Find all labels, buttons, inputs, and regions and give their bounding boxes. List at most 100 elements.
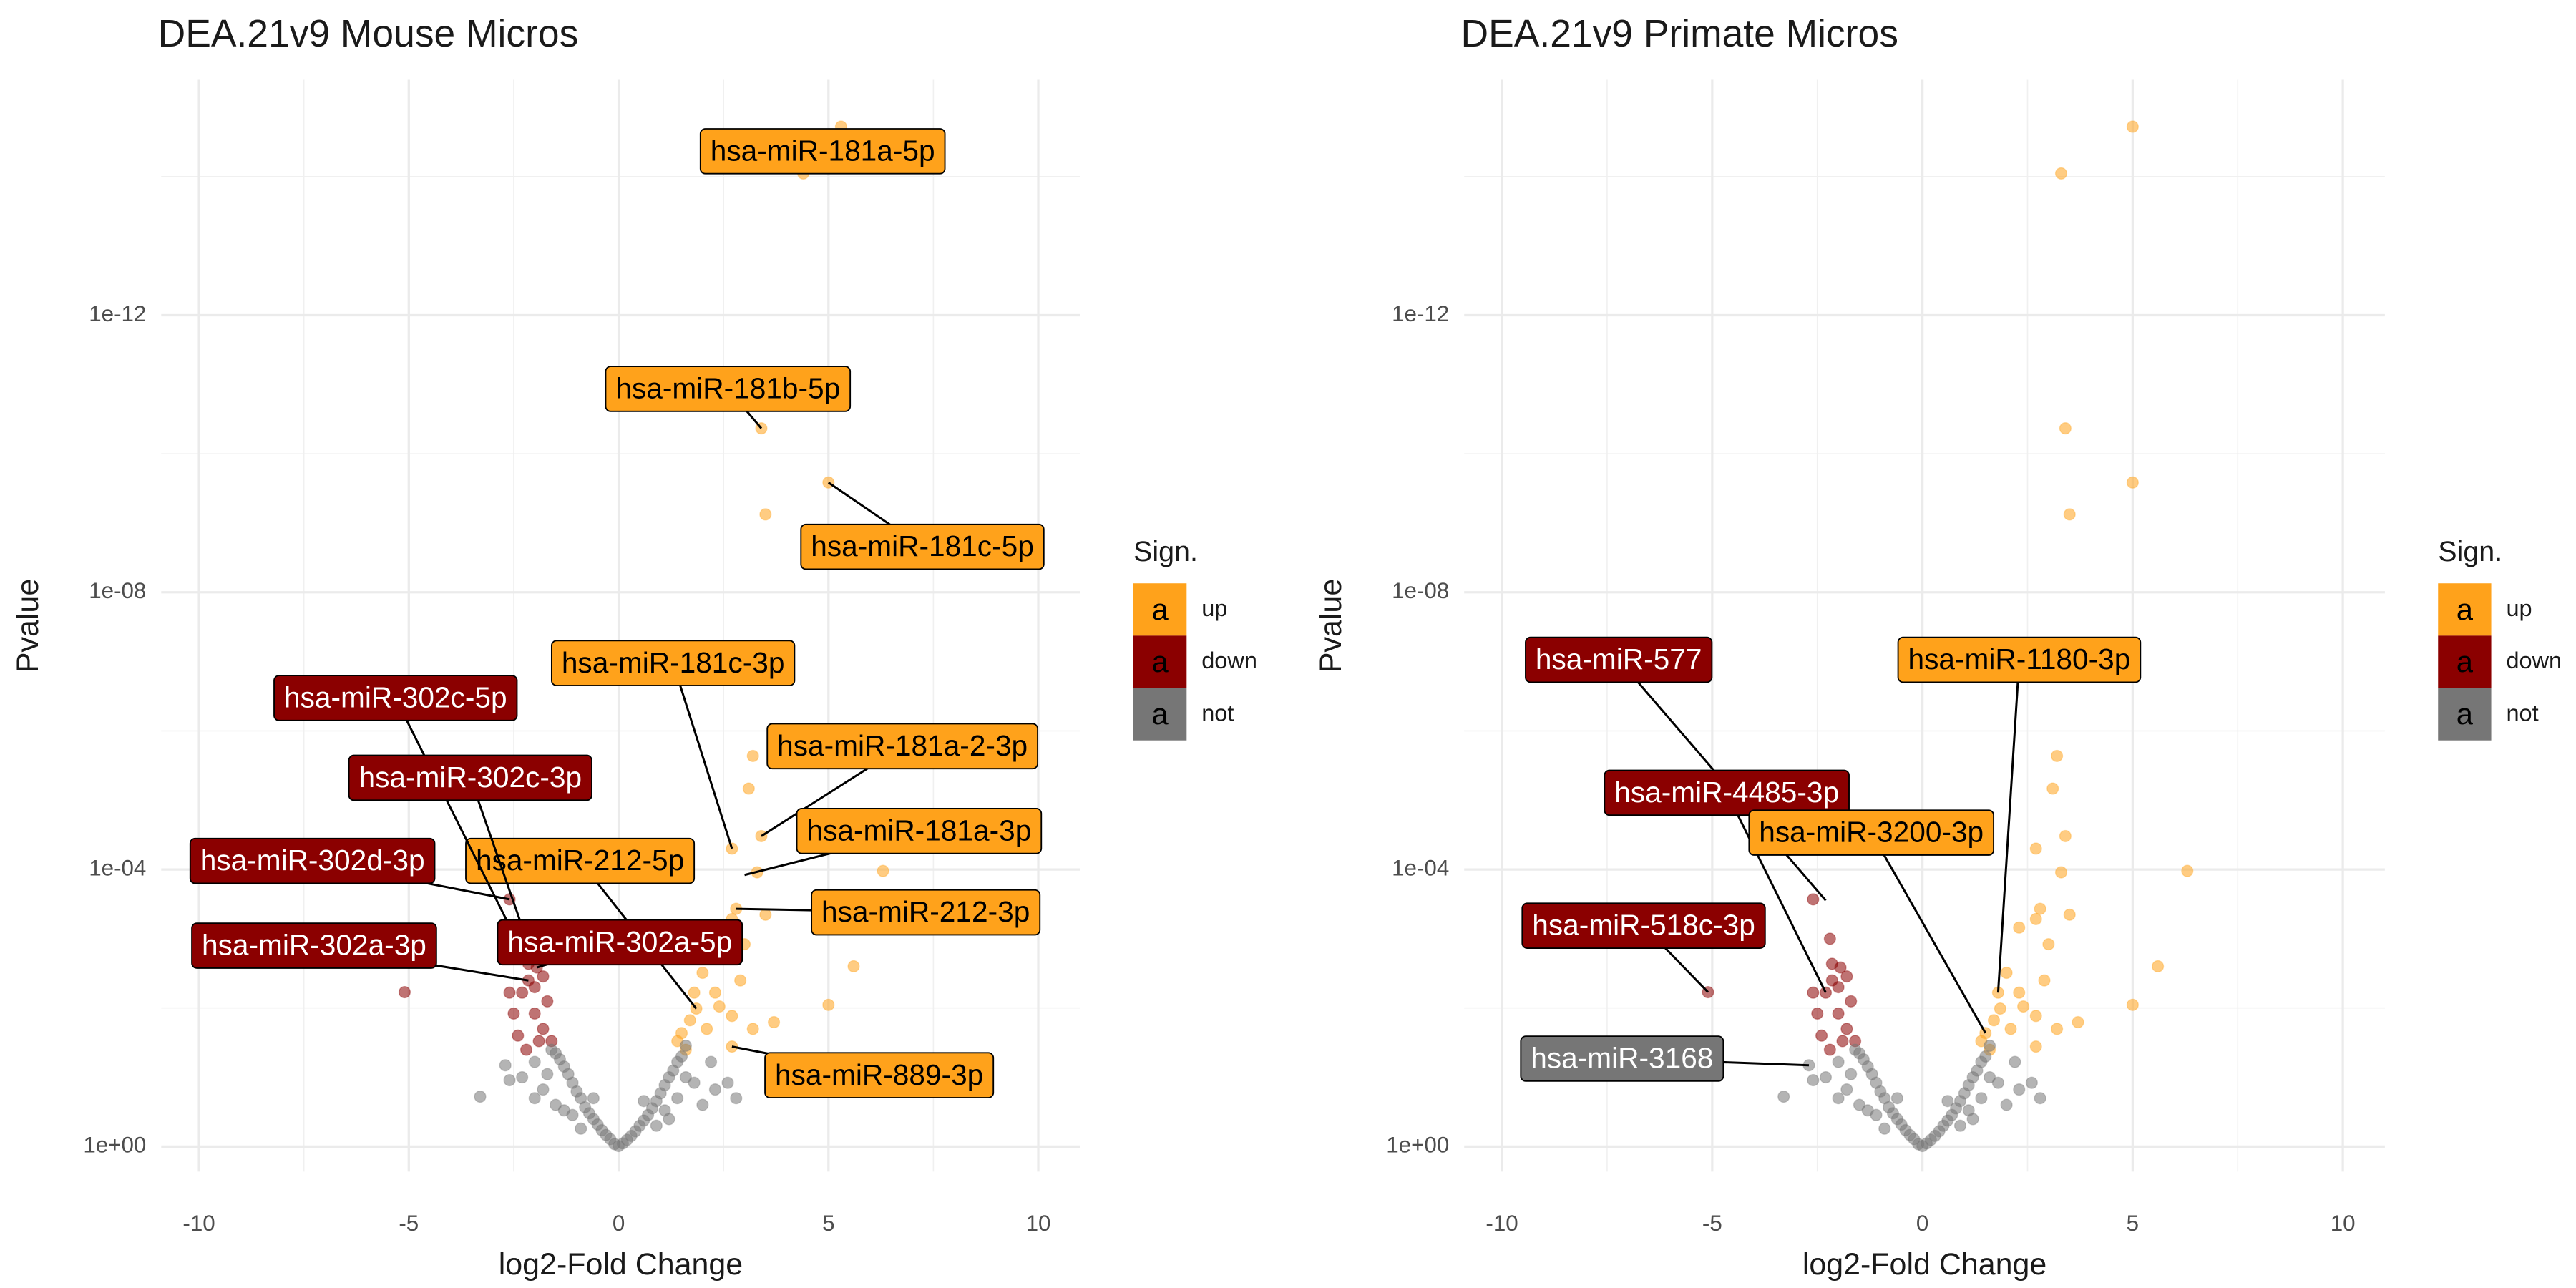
point	[541, 1068, 554, 1080]
point	[734, 974, 747, 987]
point	[1979, 1050, 1992, 1063]
label-box	[764, 1052, 995, 1098]
label-box	[550, 640, 796, 686]
label-box	[1520, 1035, 1724, 1082]
y-tick-label: 1e-04	[89, 855, 146, 880]
point	[516, 1070, 529, 1084]
point	[2038, 974, 2051, 987]
label-text: hsa-miR-212-3p	[821, 895, 1030, 928]
point	[701, 1023, 713, 1035]
point	[1845, 1068, 1858, 1080]
label-box	[796, 808, 1043, 854]
point	[679, 1039, 692, 1053]
y-tick-label: 1e+00	[83, 1133, 146, 1158]
point	[1807, 1073, 1820, 1087]
point	[822, 998, 835, 1011]
point	[1870, 1108, 1883, 1121]
point	[658, 1104, 671, 1117]
x-tick-label: 0	[613, 1211, 625, 1236]
label-text: hsa-miR-518c-3p	[1532, 909, 1755, 942]
point	[1984, 1070, 1996, 1084]
point	[1777, 1090, 1790, 1103]
point	[742, 782, 755, 795]
point	[398, 985, 411, 999]
point	[1811, 1007, 1824, 1020]
x-axis-title: log2-Fold Change	[1802, 1247, 2046, 1282]
legend-key	[1133, 583, 1187, 636]
point	[759, 508, 772, 521]
point	[650, 1119, 663, 1132]
point	[1819, 1070, 1833, 1084]
point	[1890, 1092, 1903, 1105]
point	[708, 986, 722, 999]
point	[2054, 866, 2068, 879]
point	[721, 1076, 734, 1089]
legend-key-glyph: a	[2457, 697, 2474, 731]
point	[730, 1092, 743, 1105]
label-box	[766, 723, 1039, 770]
point	[2051, 1023, 2064, 1035]
legend-key	[2438, 583, 2492, 636]
point	[2013, 986, 2026, 999]
label-box	[605, 366, 852, 412]
y-axis-title: Pvalue	[1314, 579, 1348, 673]
point	[2063, 908, 2076, 921]
label-text: hsa-miR-577	[1536, 643, 1702, 675]
legend-label: up	[1201, 595, 1227, 621]
point	[2059, 829, 2072, 843]
point	[1807, 893, 1820, 906]
point	[2034, 902, 2046, 915]
label-connector	[1725, 792, 1827, 993]
point	[2009, 1055, 2021, 1068]
point	[503, 1073, 516, 1087]
point	[499, 1059, 512, 1072]
point	[1878, 1122, 1891, 1135]
label-box	[1521, 902, 1766, 949]
legend-key-glyph: a	[1152, 645, 1169, 678]
point	[2013, 1083, 2026, 1096]
point	[2025, 1076, 2038, 1089]
point	[1849, 1043, 1862, 1056]
point	[708, 1083, 722, 1096]
point	[2054, 167, 2068, 180]
point	[2059, 422, 2072, 435]
x-tick-label: -10	[182, 1211, 215, 1236]
x-axis-title: log2-Fold Change	[499, 1247, 743, 1282]
y-tick-label: 1e-12	[1392, 301, 1449, 326]
point	[1987, 1014, 2001, 1027]
x-tick-label: -10	[1485, 1211, 1518, 1236]
label-box	[1604, 769, 1850, 816]
point	[2063, 508, 2076, 521]
x-tick-label: 0	[1916, 1211, 1928, 1236]
point	[575, 1122, 587, 1135]
point	[2046, 782, 2059, 795]
label-box	[811, 889, 1041, 936]
legend-key	[2438, 635, 2492, 688]
point	[528, 1007, 541, 1020]
point	[1840, 970, 1853, 983]
legend-title: Sign.	[1133, 536, 1198, 567]
legend-key-glyph: a	[1152, 697, 1169, 731]
label-text: hsa-miR-3168	[1531, 1042, 1713, 1075]
point	[2126, 998, 2139, 1011]
point	[1941, 1095, 1954, 1108]
point	[759, 908, 772, 921]
point	[2152, 960, 2165, 973]
point	[1832, 1007, 1845, 1020]
point	[2000, 966, 2013, 980]
label-text: hsa-miR-302d-3p	[200, 844, 425, 877]
label-text: hsa-miR-181b-5p	[615, 372, 840, 405]
point	[532, 1035, 545, 1048]
point	[767, 1015, 781, 1029]
point	[587, 1092, 600, 1105]
point	[566, 1108, 579, 1121]
legend-key	[2438, 688, 2492, 741]
x-tick-label: -5	[1702, 1211, 1722, 1236]
point	[474, 1090, 487, 1103]
legend-title: Sign.	[2438, 536, 2502, 567]
chart-title: DEA.21v9 Primate Micros	[1461, 13, 1898, 55]
point	[528, 1092, 541, 1105]
point	[537, 1083, 550, 1096]
point	[688, 986, 701, 999]
